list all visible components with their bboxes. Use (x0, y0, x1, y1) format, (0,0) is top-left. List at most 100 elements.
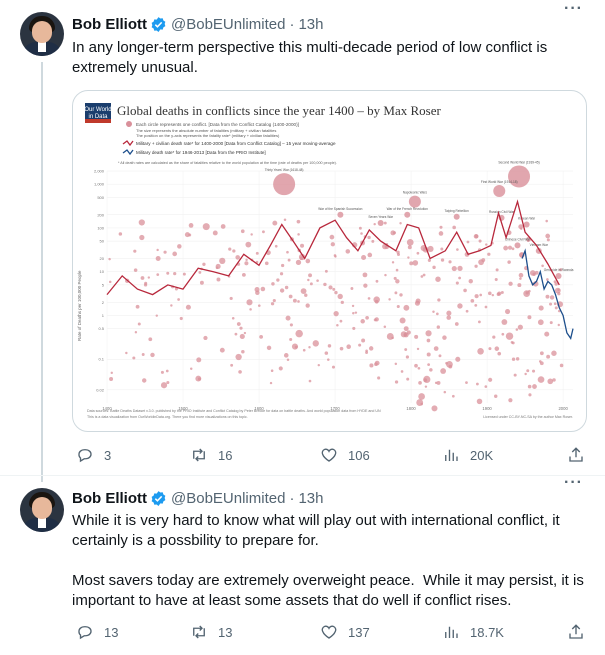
conflict-circle (137, 322, 141, 326)
conflict-circle (358, 343, 362, 347)
conflict-circle (559, 363, 564, 368)
share-button[interactable] (567, 443, 585, 467)
conflict-circle (270, 369, 274, 373)
tweet-1[interactable]: Bob Elliott @BobEUnlimited · 13h ··· In … (0, 0, 605, 475)
conflict-circle (436, 325, 440, 329)
conflict-circle (257, 304, 261, 307)
conflict-circle (172, 251, 178, 257)
reply-button[interactable]: 13 (76, 620, 118, 644)
reply-count: 3 (104, 447, 112, 463)
more-options-icon[interactable]: ··· (564, 0, 583, 17)
conflict-circle (198, 270, 202, 274)
conflict-circle (235, 255, 241, 260)
conflict-circle (244, 261, 249, 266)
conflict-circle-major (404, 211, 411, 218)
conflict-circle (474, 303, 478, 307)
author-name[interactable]: Bob Elliott (72, 489, 147, 507)
conflict-circle (365, 351, 369, 355)
legend-military-line-label: Military death rate* for 1946-2013 [Data… (136, 150, 266, 155)
conflict-circle (316, 279, 319, 282)
conflict-circle (418, 381, 422, 385)
avatar[interactable] (20, 488, 64, 532)
conflict-circle (396, 250, 400, 254)
conflict-circle (170, 304, 173, 307)
conflict-circle (332, 287, 336, 291)
conflict-circle (163, 250, 167, 254)
conflict-circle (532, 281, 539, 287)
reply-button[interactable]: 3 (76, 443, 111, 467)
conflict-circle (367, 297, 371, 300)
conflict-circle (446, 360, 453, 368)
legend-position-label: The position on the y-axis represents th… (136, 133, 280, 138)
like-button[interactable]: 137 (320, 620, 370, 644)
conflict-circle (367, 252, 373, 258)
tweet-2[interactable]: Bob Elliott @BobEUnlimited · 13h ··· Whi… (0, 474, 605, 655)
avatar[interactable] (20, 12, 64, 56)
conflict-circle (399, 317, 406, 324)
tweet-actions: 3 16 106 20K (72, 443, 587, 467)
conflict-circle (285, 315, 291, 321)
like-button[interactable]: 106 (320, 443, 370, 467)
conflict-circle (138, 219, 145, 226)
conflict-circle (507, 245, 513, 250)
conflict-circle (374, 317, 379, 322)
view-count: 20K (470, 447, 494, 463)
tweet-text: While it is very hard to know what will … (72, 512, 584, 609)
retweet-button[interactable]: 16 (190, 443, 232, 467)
logo-line-2: in Data (88, 114, 108, 120)
conflict-circle-major (508, 165, 531, 188)
conflict-circle (278, 366, 283, 371)
more-options-icon[interactable]: ··· (564, 474, 583, 491)
conflict-circle (352, 311, 355, 315)
conflict-circle (377, 376, 381, 380)
author-handle[interactable]: @BobEUnlimited (171, 15, 286, 33)
conflict-circle (279, 272, 284, 276)
timestamp[interactable]: 13h (298, 489, 324, 507)
conflict-deaths-chart: Our World in Data Global deaths in confl… (77, 103, 574, 419)
conflict-circle (517, 324, 523, 330)
conflict-circle (125, 351, 128, 355)
conflict-circle (255, 251, 259, 255)
conflict-circle (339, 319, 343, 323)
views-button[interactable]: 20K (442, 443, 493, 467)
conflict-circle (302, 348, 306, 352)
conflict-circle (166, 380, 170, 385)
tweet-media-image[interactable]: Our World in Data Global deaths in confl… (72, 90, 587, 432)
share-button[interactable] (567, 620, 585, 644)
conflict-circle (289, 337, 293, 341)
conflict-circle (284, 285, 289, 290)
legend-circle-label: Each circle represents one conflict. [Da… (136, 122, 299, 127)
conflict-circle (295, 329, 303, 338)
conflict-circle (494, 394, 498, 398)
conflict-circle (439, 225, 443, 229)
timestamp[interactable]: 13h (298, 15, 324, 33)
conflict-circle (245, 258, 248, 262)
conflict-circle (333, 311, 339, 317)
conflict-circle (246, 299, 253, 306)
conflict-circle (481, 258, 486, 262)
conflict-circle (391, 261, 395, 264)
conflict-circle (155, 256, 161, 261)
conflict-circle (526, 369, 530, 373)
conflict-circle (477, 320, 481, 324)
conflict-circle (134, 331, 138, 334)
y-tick-label: 2,000 (94, 169, 105, 174)
retweet-button[interactable]: 13 (190, 620, 232, 644)
views-button[interactable]: 18.7K (442, 620, 504, 644)
conflict-circle (487, 252, 491, 256)
conflict-circle (174, 287, 178, 291)
x-tick-label: 2000 (558, 406, 568, 411)
conflict-circle (465, 381, 468, 385)
author-handle[interactable]: @BobEUnlimited (171, 489, 286, 507)
conflict-circle (281, 263, 285, 268)
author-name[interactable]: Bob Elliott (72, 15, 147, 33)
conflict-circle (520, 227, 523, 231)
conflict-circle (554, 282, 558, 286)
conflict-circle (400, 370, 404, 373)
conflict-annotation-label: Thirty Years' War (1618-48) (265, 168, 304, 172)
conflict-annotations: Thirty Years' War (1618-48) Second World … (265, 160, 574, 271)
conflict-circle (443, 390, 447, 394)
conflict-circle (517, 283, 522, 288)
conflict-circle (299, 256, 304, 261)
conflict-circle (354, 311, 358, 314)
